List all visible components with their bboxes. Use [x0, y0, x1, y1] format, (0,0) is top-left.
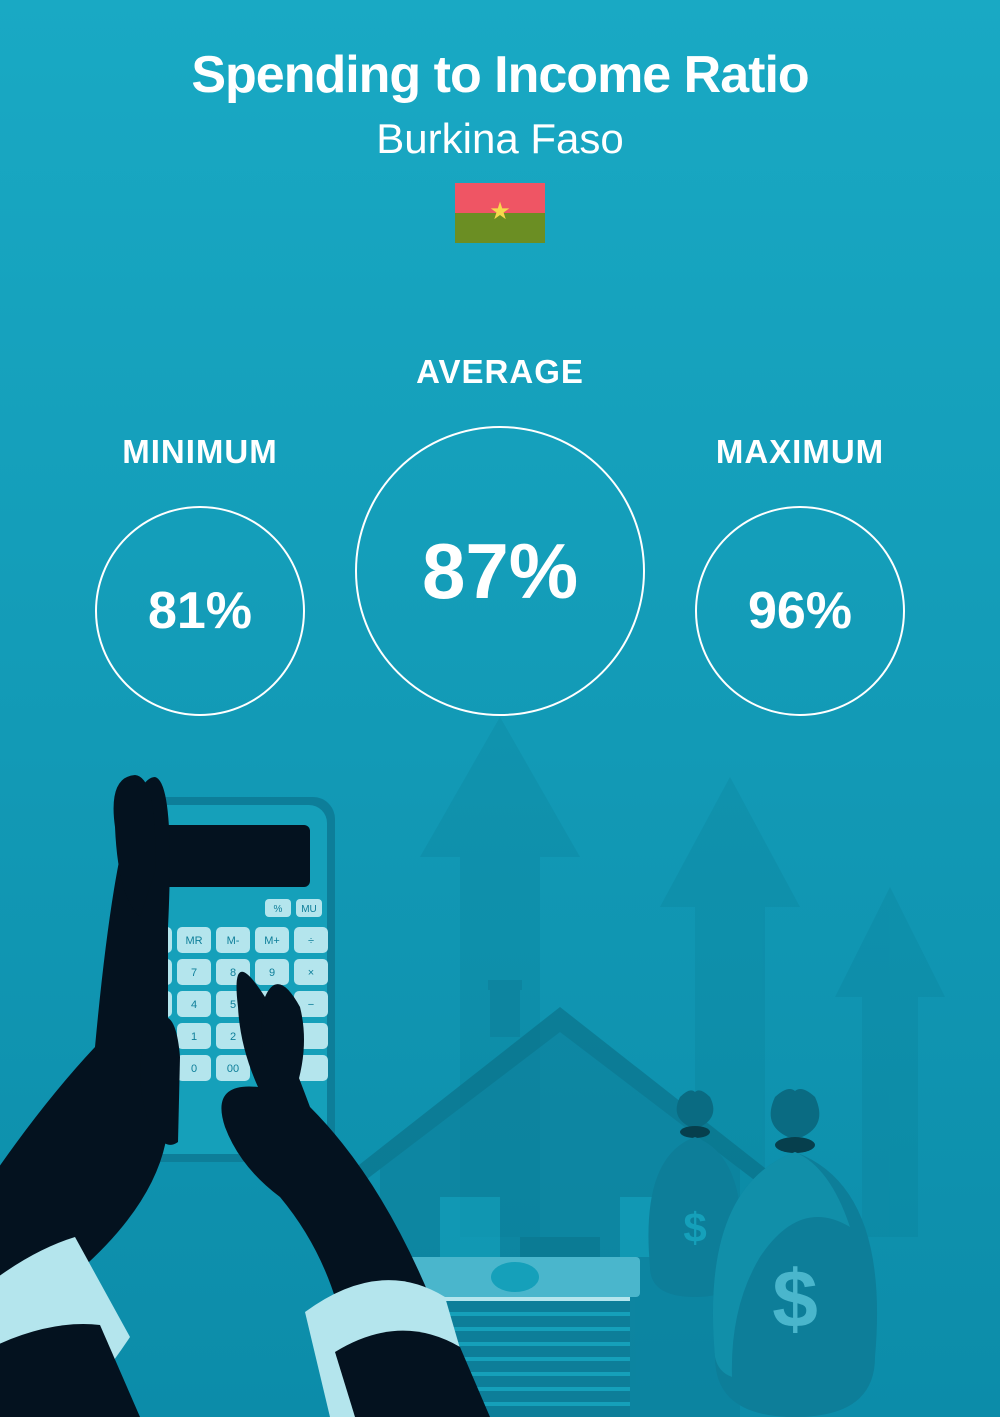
header: Spending to Income Ratio Burkina Faso ★ [0, 0, 1000, 243]
maximum-circle: 96% [695, 506, 905, 716]
finance-illustration: $ $ % MU [0, 697, 1000, 1417]
average-circle: 87% [355, 426, 645, 716]
flag-star-icon: ★ [489, 197, 511, 226]
svg-text:×: × [308, 967, 314, 979]
stat-minimum: MINIMUM 81% [95, 433, 305, 716]
svg-text:8: 8 [230, 967, 236, 979]
svg-text:MR: MR [185, 935, 202, 947]
svg-text:M-: M- [227, 935, 240, 947]
svg-text:$: $ [683, 1204, 706, 1251]
svg-text:1: 1 [191, 1031, 197, 1043]
svg-text:9: 9 [269, 967, 275, 979]
maximum-label: MAXIMUM [716, 433, 884, 471]
svg-text:MU: MU [301, 904, 317, 915]
stat-average: AVERAGE 87% [355, 353, 645, 716]
svg-text:7: 7 [191, 967, 197, 979]
minimum-circle: 81% [95, 506, 305, 716]
minimum-value: 81% [148, 581, 252, 641]
svg-text:%: % [274, 904, 283, 915]
svg-text:5: 5 [230, 999, 236, 1011]
svg-text:0: 0 [191, 1063, 197, 1075]
svg-text:4: 4 [191, 999, 197, 1011]
svg-text:00: 00 [227, 1063, 239, 1075]
main-title: Spending to Income Ratio [0, 45, 1000, 105]
flag-icon: ★ [455, 183, 545, 243]
average-value: 87% [422, 526, 578, 617]
minimum-label: MINIMUM [122, 433, 277, 471]
svg-text:2: 2 [230, 1031, 236, 1043]
maximum-value: 96% [748, 581, 852, 641]
svg-text:M+: M+ [264, 935, 280, 947]
average-label: AVERAGE [416, 353, 584, 391]
svg-text:$: $ [772, 1254, 818, 1345]
country-subtitle: Burkina Faso [0, 115, 1000, 163]
infographic-canvas: Spending to Income Ratio Burkina Faso ★ … [0, 0, 1000, 1417]
svg-text:÷: ÷ [308, 935, 314, 947]
stats-row: MINIMUM 81% AVERAGE 87% MAXIMUM 96% [0, 353, 1000, 716]
stat-maximum: MAXIMUM 96% [695, 433, 905, 716]
svg-text:−: − [308, 999, 314, 1011]
